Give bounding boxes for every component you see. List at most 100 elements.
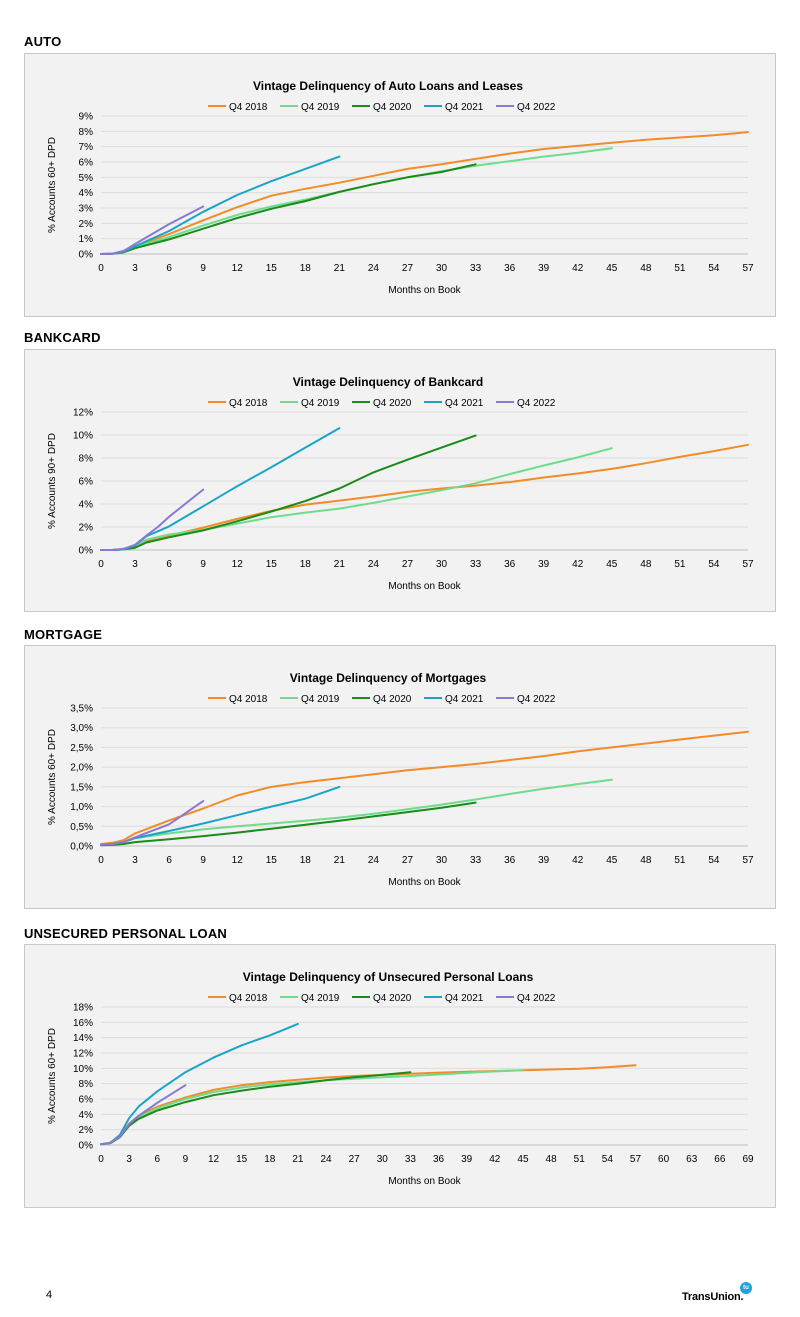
x-tick-label: 21 <box>334 855 346 866</box>
y-tick-label: 9% <box>79 112 94 123</box>
x-tick-label: 66 <box>714 1154 726 1165</box>
brand-name: TransUnion. <box>682 1291 744 1303</box>
x-tick-label: 39 <box>461 1154 473 1165</box>
x-tick-label: 3 <box>126 1154 132 1165</box>
x-tick-label: 27 <box>349 1154 361 1165</box>
x-tick-label: 12 <box>232 855 244 866</box>
series-line <box>100 434 477 551</box>
y-tick-label: 10% <box>73 431 93 442</box>
y-tick-label: 2% <box>79 1125 94 1136</box>
series-line <box>100 730 749 845</box>
mortgage-delinquency-chart: Vintage Delinquency of Mortgages Q4 2018 Q… <box>47 671 754 888</box>
x-tick-label: 33 <box>470 855 482 866</box>
y-tick-label: 6% <box>79 1095 94 1106</box>
legend-label: Q4 2019 <box>301 993 340 1004</box>
y-axis-title: % Accounts 60+ DPD <box>47 729 58 825</box>
y-tick-label: 0% <box>79 1141 94 1152</box>
x-tick-label: 45 <box>606 855 618 866</box>
x-tick-label: 27 <box>402 855 414 866</box>
x-tick-label: 9 <box>200 559 206 570</box>
x-tick-label: 33 <box>405 1154 417 1165</box>
y-tick-label: 0,5% <box>70 822 93 833</box>
legend-label: Q4 2019 <box>301 694 340 705</box>
x-tick-label: 57 <box>742 855 754 866</box>
y-tick-label: 18% <box>73 1003 93 1014</box>
x-tick-label: 30 <box>377 1154 389 1165</box>
x-tick-label: 36 <box>504 263 516 274</box>
x-tick-label: 57 <box>742 263 754 274</box>
section-label-unsecured-personal-loan: UNSECURED PERSONAL LOAN <box>24 926 227 941</box>
x-tick-label: 30 <box>436 559 448 570</box>
legend-label: Q4 2021 <box>445 993 484 1004</box>
x-tick-label: 3 <box>132 263 138 274</box>
y-tick-label: 8% <box>79 454 94 465</box>
y-tick-label: 0,0% <box>70 842 93 853</box>
y-tick-label: 8% <box>79 127 94 138</box>
x-tick-label: 39 <box>538 263 550 274</box>
x-tick-label: 33 <box>470 559 482 570</box>
legend-label: Q4 2020 <box>373 993 412 1004</box>
x-tick-label: 15 <box>266 263 278 274</box>
legend-label: Q4 2022 <box>517 398 556 409</box>
x-tick-label: 9 <box>183 1154 189 1165</box>
x-tick-label: 12 <box>232 559 244 570</box>
y-tick-label: 10% <box>73 1064 93 1075</box>
series-line <box>100 147 613 255</box>
x-tick-label: 45 <box>517 1154 529 1165</box>
x-tick-label: 6 <box>166 263 172 274</box>
y-tick-label: 0% <box>79 250 94 261</box>
x-tick-label: 12 <box>208 1154 220 1165</box>
y-tick-label: 2,5% <box>70 743 93 754</box>
series-line <box>100 427 341 551</box>
legend-label: Q4 2018 <box>229 102 268 113</box>
series-line <box>100 443 749 551</box>
chart-title: Vintage Delinquency of Auto Loans and Le… <box>253 79 523 93</box>
personal-loan-chart-panel: Vintage Delinquency of Unsecured Persona… <box>24 944 776 1208</box>
x-tick-label: 0 <box>98 263 104 274</box>
x-tick-label: 18 <box>300 559 312 570</box>
series-line <box>100 205 205 255</box>
x-tick-label: 18 <box>264 1154 276 1165</box>
legend-label: Q4 2021 <box>445 398 484 409</box>
x-tick-label: 30 <box>436 263 448 274</box>
x-axis-title: Months on Book <box>388 1176 461 1187</box>
x-tick-label: 42 <box>572 559 584 570</box>
x-tick-label: 54 <box>708 263 720 274</box>
brand-mark-icon: tu <box>740 1282 752 1294</box>
series-line <box>100 488 205 551</box>
x-tick-label: 45 <box>606 559 618 570</box>
y-tick-label: 4% <box>79 188 94 199</box>
legend-label: Q4 2020 <box>373 102 412 113</box>
x-tick-label: 9 <box>200 263 206 274</box>
series-line <box>100 801 477 847</box>
y-tick-label: 16% <box>73 1018 93 1029</box>
legend-label: Q4 2021 <box>445 102 484 113</box>
legend-label: Q4 2018 <box>229 694 268 705</box>
x-tick-label: 51 <box>674 559 686 570</box>
x-tick-label: 18 <box>300 263 312 274</box>
x-tick-label: 3 <box>132 855 138 866</box>
y-tick-label: 6% <box>79 477 94 488</box>
x-tick-label: 48 <box>640 559 652 570</box>
legend-label: Q4 2019 <box>301 398 340 409</box>
x-tick-label: 54 <box>708 559 720 570</box>
x-tick-label: 15 <box>266 559 278 570</box>
x-tick-label: 69 <box>742 1154 754 1165</box>
x-tick-label: 42 <box>489 1154 501 1165</box>
x-tick-label: 21 <box>334 559 346 570</box>
legend-label: Q4 2022 <box>517 694 556 705</box>
x-tick-label: 51 <box>674 855 686 866</box>
y-tick-label: 4% <box>79 1110 94 1121</box>
x-tick-label: 39 <box>538 559 550 570</box>
x-tick-label: 51 <box>674 263 686 274</box>
x-tick-label: 27 <box>402 263 414 274</box>
personal-loan-delinquency-chart: Vintage Delinquency of Unsecured Persona… <box>47 970 754 1187</box>
x-tick-label: 54 <box>602 1154 614 1165</box>
y-tick-label: 12% <box>73 408 93 419</box>
legend-label: Q4 2018 <box>229 993 268 1004</box>
y-axis-title: % Accounts 60+ DPD <box>47 137 58 233</box>
x-tick-label: 36 <box>504 559 516 570</box>
y-tick-label: 1% <box>79 234 94 245</box>
x-tick-label: 48 <box>640 855 652 866</box>
x-tick-label: 0 <box>98 855 104 866</box>
